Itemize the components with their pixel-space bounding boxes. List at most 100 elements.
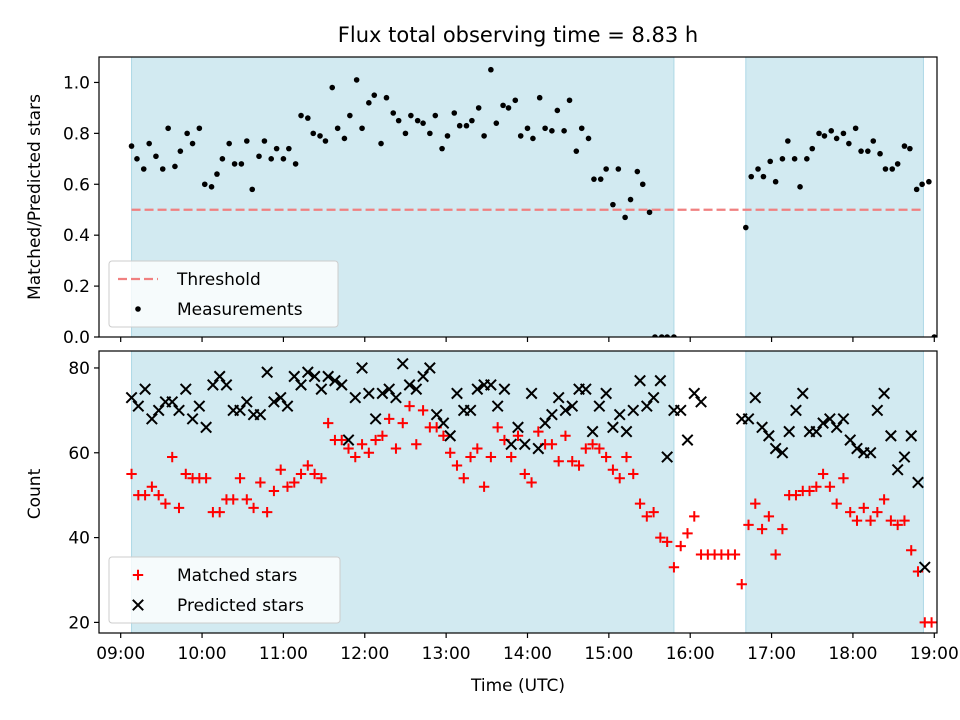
predicted-star-point [261, 366, 274, 379]
predicted-star-point [179, 383, 192, 396]
measurement-point [877, 150, 883, 157]
predicted-star-point [329, 374, 341, 387]
predicted-star-point [274, 391, 287, 404]
matched-star-point [492, 422, 503, 433]
measurement-point [451, 110, 458, 116]
top-ytick-label: 0.6 [63, 175, 90, 195]
bottom-axes-frame [98, 350, 938, 634]
matched-star-point [845, 506, 856, 518]
matched-star-point [878, 494, 890, 505]
matched-star-point [445, 447, 456, 458]
matched-star-point [383, 413, 395, 425]
matched-star-point [289, 477, 300, 488]
matched-star-point [214, 506, 225, 518]
predicted-star-point [505, 438, 518, 451]
predicted-star-point [206, 379, 219, 391]
matched-star-point [634, 498, 646, 509]
predicted-star-point [145, 412, 158, 425]
measurement-point [153, 153, 159, 160]
measurement-point [926, 178, 932, 185]
measurement-point [214, 171, 220, 177]
predicted-star-point [315, 383, 328, 396]
measurement-point [456, 122, 463, 129]
matched-star-point [146, 481, 158, 492]
matched-star-point [485, 451, 497, 463]
measurement-point [305, 115, 311, 121]
matched-star-point [872, 506, 883, 518]
measurement-point [165, 125, 171, 132]
matched-star-point [838, 473, 849, 484]
matched-star-point [309, 468, 320, 480]
matched-star-point [824, 481, 836, 492]
predicted-star-point [362, 387, 375, 400]
bottom-legend: Matched stars Predicted stars [108, 556, 341, 624]
measurement-point [907, 145, 913, 152]
measurement-point [140, 166, 147, 172]
measurement-point [208, 184, 215, 190]
predicted-star-point [796, 387, 809, 400]
xtick-label: 14:00 [503, 644, 552, 664]
predicted-star-point [918, 561, 931, 574]
measurement-point [390, 110, 397, 116]
measurement-point [493, 120, 500, 126]
measurement-point [652, 334, 658, 337]
measurement-point [273, 145, 280, 152]
predicted-star-point [322, 370, 335, 383]
predicted-star-point [844, 434, 857, 446]
measurement-point [530, 135, 536, 142]
measurement-point [432, 112, 439, 119]
measurement-point [852, 125, 859, 132]
matched-star-point [689, 511, 700, 522]
matched-star-point [580, 443, 591, 454]
xtick-label: 09:00 [96, 644, 145, 664]
predicted-star-point [579, 383, 592, 396]
bottom-ytick-label: 80 [68, 359, 90, 379]
measurement-point [371, 92, 378, 98]
matched-star-point [126, 468, 137, 480]
measurement-point [821, 133, 828, 139]
measurement-point [772, 178, 779, 185]
predicted-star-point [213, 370, 226, 383]
measurement-point [755, 166, 761, 172]
top-axes-frame [98, 56, 938, 338]
predicted-star-point [349, 391, 362, 404]
measurement-point [383, 94, 390, 101]
measurement-point [159, 166, 166, 172]
bottom-ytick-label: 60 [68, 444, 90, 464]
predicted-star-point [661, 451, 674, 463]
top-legend-box [108, 260, 339, 328]
matched-star-point [682, 528, 693, 539]
matched-star-point [804, 485, 815, 497]
matched-star-point [370, 434, 381, 446]
predicted-star-point [444, 429, 457, 442]
measurement-point [536, 94, 543, 101]
measurement-point [414, 117, 421, 124]
predicted-star-point [369, 412, 382, 425]
matched-star-point [302, 460, 314, 471]
measurement-point [840, 130, 847, 137]
measurement-point [882, 166, 889, 172]
predicted-star-point [634, 374, 646, 387]
measurement-point [292, 161, 299, 167]
predicted-star-point [525, 387, 538, 400]
predicted-star-point [125, 391, 138, 404]
predicted-star-point [837, 412, 850, 425]
matched-star-point [851, 515, 863, 526]
predicted-star-point [878, 387, 891, 400]
matched-star-point [648, 506, 659, 518]
predicted-star-point [654, 374, 667, 387]
matched-star-point [729, 549, 741, 560]
predicted-star-point [600, 387, 613, 400]
measurement-point [420, 120, 426, 126]
measurement-point [610, 201, 616, 208]
top-ylabel: Matched/Predicted stars [25, 94, 45, 300]
xtick-label: 15:00 [584, 644, 633, 664]
matched-star-point [736, 579, 747, 590]
predicted-star-point [620, 425, 633, 438]
measurement-point [353, 77, 360, 83]
bottom-shaded-interval-1 [745, 351, 924, 633]
xtick-label: 18:00 [828, 644, 877, 664]
measurement-point [226, 140, 232, 147]
measurement-point [280, 156, 287, 162]
top-ytick-label: 0.0 [63, 328, 90, 348]
